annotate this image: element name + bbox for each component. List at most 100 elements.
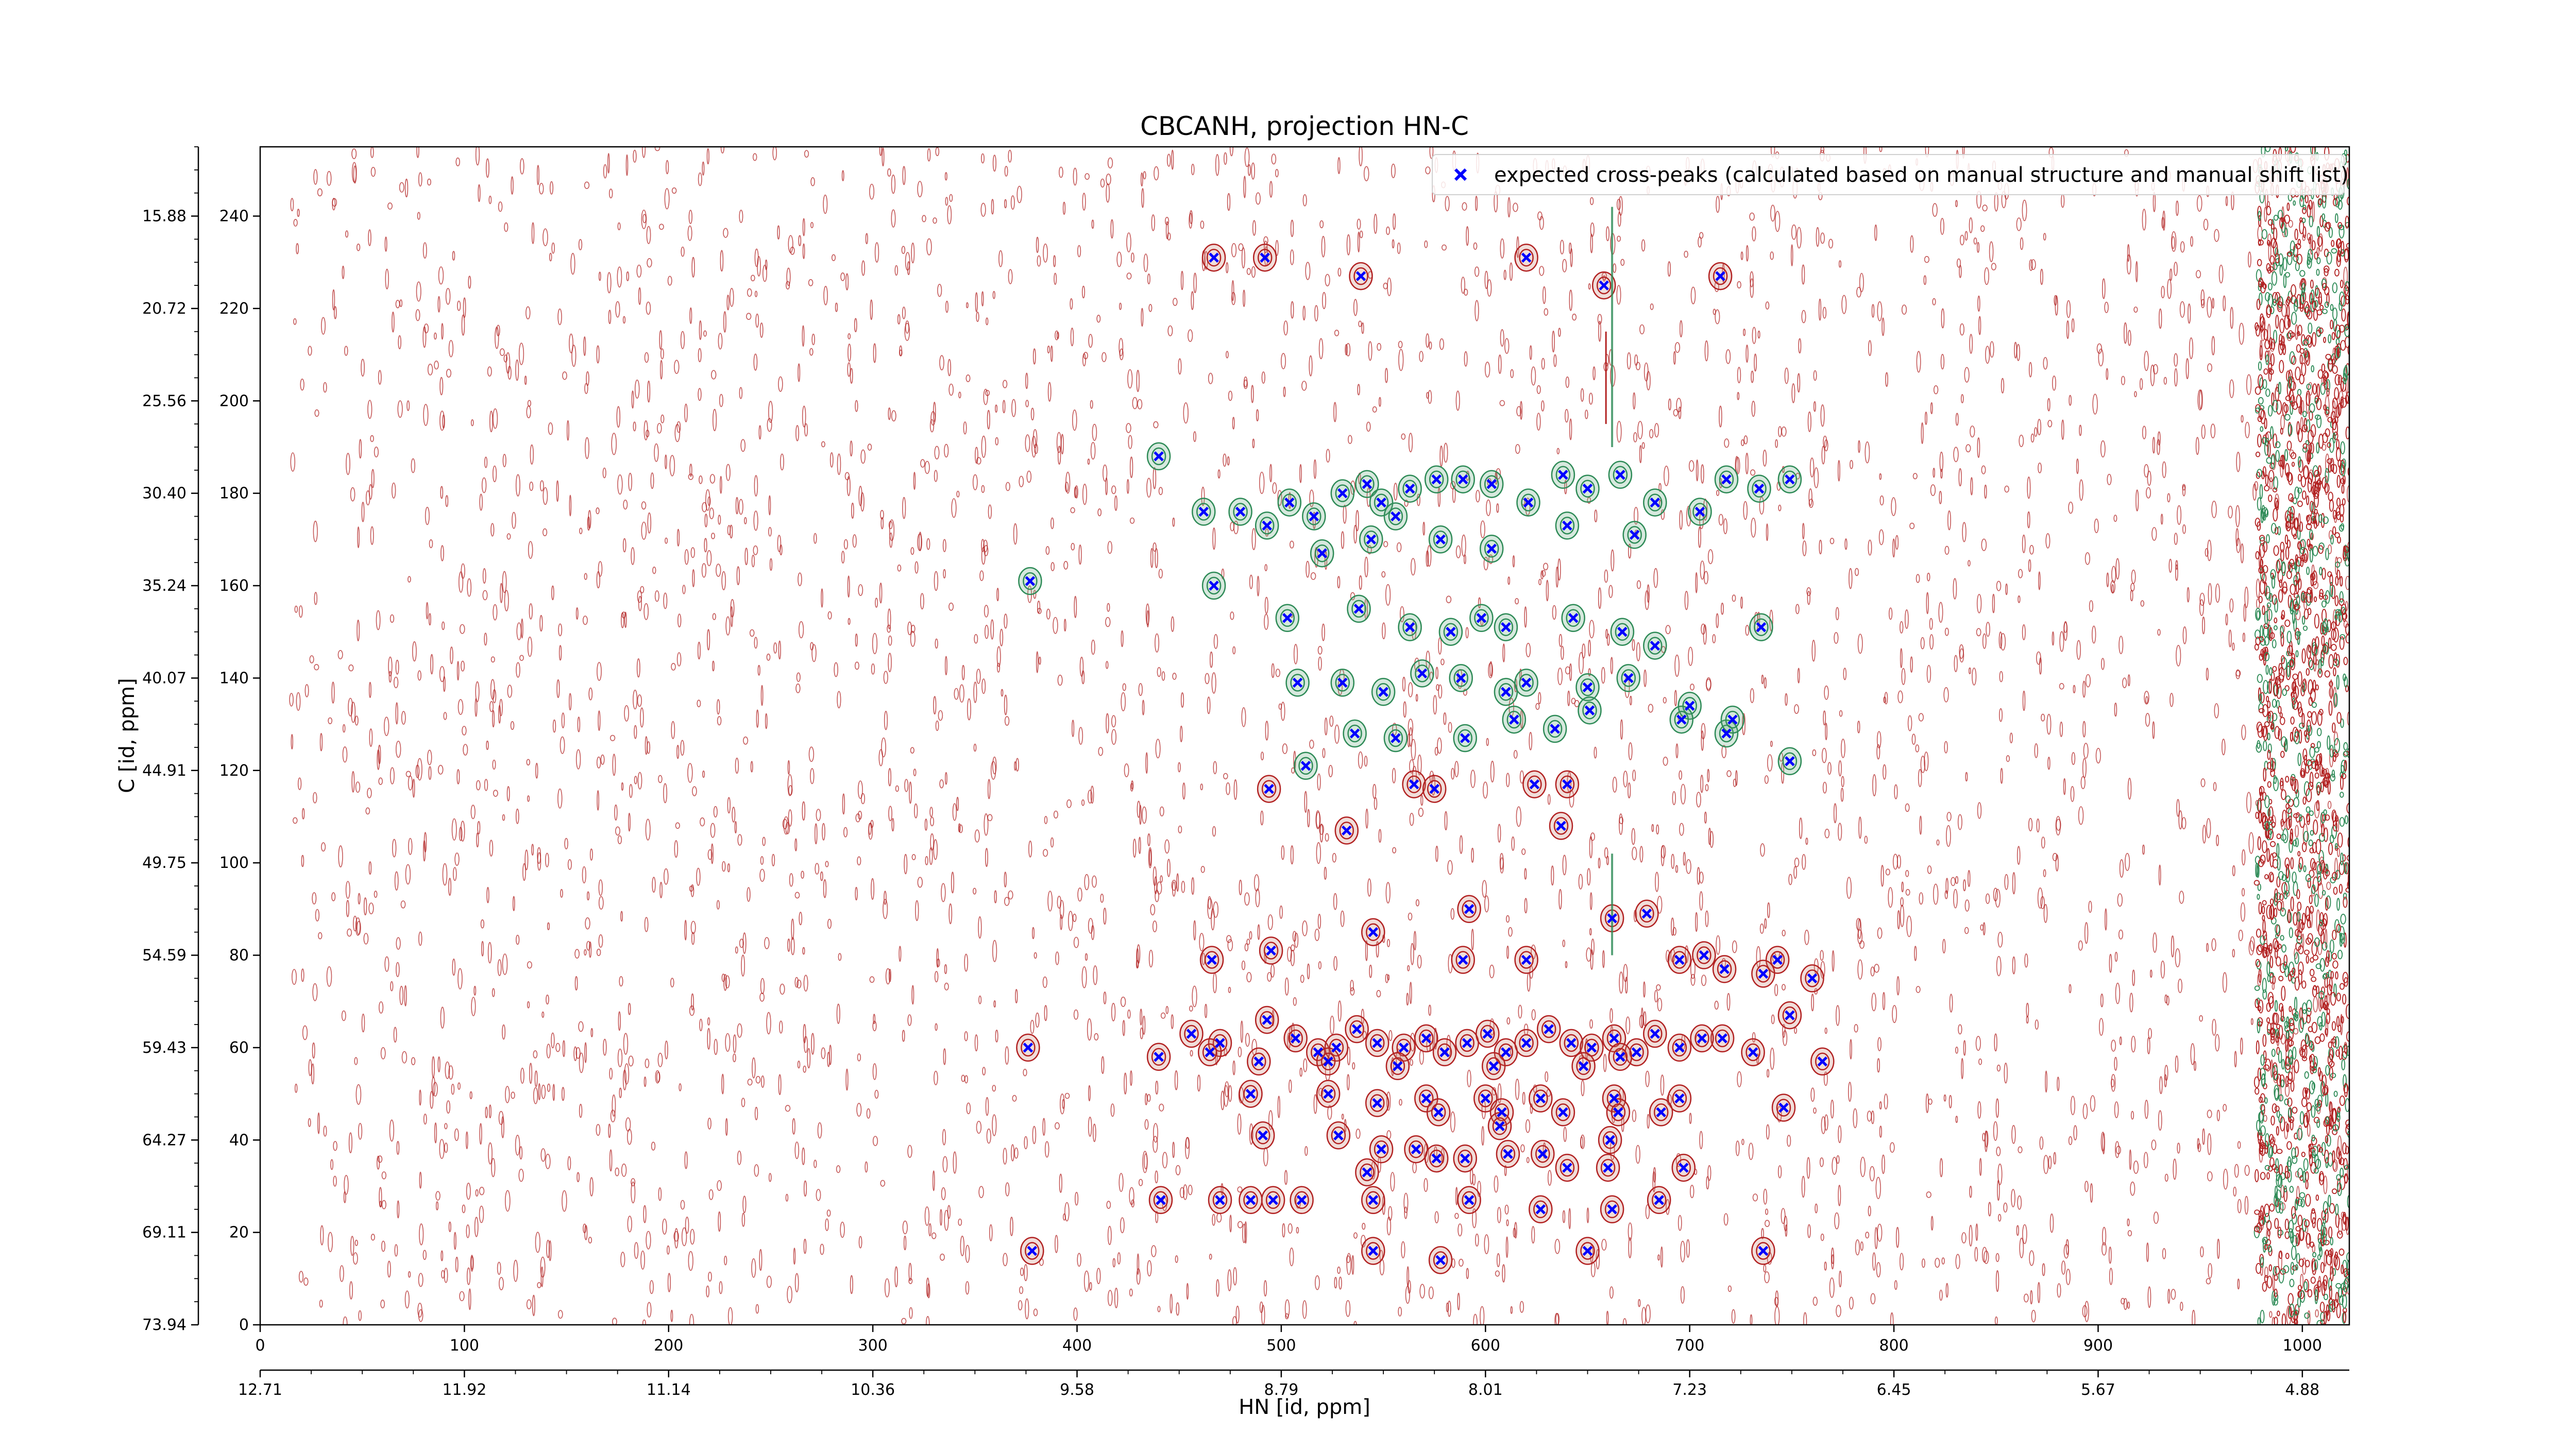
noise-contour-735: [1539, 266, 1545, 276]
noise-contour-1857: [794, 1273, 799, 1293]
noise-contour-1584: [1092, 423, 1097, 441]
noise-contour-1833: [1243, 289, 1246, 308]
noise-contour-1456: [1612, 776, 1617, 793]
noise-contour-474: [1213, 761, 1217, 775]
noise-contour-2752: [1365, 940, 1368, 961]
noise-contour-27: [1082, 193, 1086, 211]
noise-contour-2415: [1674, 342, 1681, 353]
noise-contour-2639: [2180, 241, 2185, 253]
noise-contour-2339: [2042, 1263, 2045, 1276]
noise-contour-651: [1978, 1059, 1982, 1065]
noise-contour-2122: [1654, 989, 1658, 1003]
noise-contour-2757: [2045, 1070, 2048, 1093]
noise-contour-1881: [1679, 510, 1683, 530]
noise-contour-1812: [1631, 828, 1636, 845]
noise-contour-2828: [1035, 1012, 1040, 1028]
noise-contour-1590: [887, 608, 891, 629]
noise-contour-1041: [1526, 643, 1531, 658]
noise-contour-2197: [1235, 1305, 1240, 1324]
noise-contour-1384: [697, 699, 701, 707]
noise-contour-2588: [529, 481, 534, 491]
noise-contour-3049: [2208, 583, 2212, 605]
noise-contour-2148: [1938, 602, 1943, 623]
noise-contour-805: [2037, 887, 2043, 909]
noise-contour-2570: [488, 1142, 493, 1165]
noise-contour-2512: [702, 770, 705, 778]
noise-contour-604: [1321, 623, 1325, 641]
noise-contour-1480: [1241, 707, 1246, 727]
noise-contour-1767: [524, 849, 529, 870]
noise-contour-2455: [1471, 929, 1474, 951]
noise-contour-3072: [902, 306, 906, 319]
noise-contour-2622: [548, 1240, 552, 1261]
noise-contour-1978: [2195, 270, 2201, 279]
noise-contour-2473: [490, 679, 495, 700]
noise-contour-734: [426, 602, 429, 620]
noise-contour-1648: [2147, 1286, 2151, 1308]
noise-contour-1924: [2027, 511, 2030, 528]
noise-contour-880: [2325, 929, 2328, 949]
noise-contour-1277: [1398, 340, 1403, 349]
noise-contour-755: [1423, 1178, 1428, 1192]
noise-contour-579: [1601, 667, 1605, 684]
noise-contour-1691: [1955, 876, 1959, 884]
noise-contour-2246: [987, 409, 990, 430]
noise-contour-2656: [549, 252, 552, 262]
noise-contour-694: [975, 292, 978, 313]
noise-contour-2163: [1839, 710, 1843, 717]
noise-contour-2893: [1251, 162, 1255, 180]
noise-contour-2981: [798, 621, 804, 639]
noise-contour-1548: [802, 1147, 805, 1166]
noise-contour-3074: [1882, 317, 1885, 336]
noise-contour-720: [560, 889, 563, 898]
noise-contour-426: [2310, 234, 2313, 255]
noise-contour-1188: [1386, 226, 1390, 235]
noise-contour-3063: [2043, 357, 2048, 370]
noise-contour-1221: [363, 897, 367, 916]
noise-contour-2997: [1849, 568, 1853, 589]
noise-contour-644: [1818, 298, 1822, 321]
noise-contour-2788: [2028, 559, 2031, 572]
noise-contour-105: [1175, 1165, 1181, 1175]
noise-contour-507: [1334, 330, 1340, 336]
noise-contour-2951: [1767, 754, 1773, 772]
noise-contour-464: [1268, 1110, 1273, 1130]
noise-contour-1552: [1594, 746, 1597, 759]
noise-contour-1864: [2041, 713, 2045, 722]
noise-contour-914: [634, 725, 637, 739]
noise-contour-3112: [1107, 157, 1113, 168]
noise-contour-7: [1588, 392, 1593, 405]
noise-contour-1656: [712, 408, 717, 432]
noise-contour-751: [848, 333, 851, 339]
noise-contour-523: [1216, 1279, 1219, 1297]
noise-contour-1209: [1402, 676, 1406, 692]
noise-contour-1506: [1648, 704, 1654, 713]
noise-contour-2643: [1269, 464, 1273, 483]
noise-contour-1863: [1045, 546, 1050, 555]
noise-contour-2157: [1391, 163, 1396, 178]
noise-contour-1351: [934, 470, 938, 482]
noise-contour-307: [298, 605, 303, 618]
noise-contour-1183: [368, 902, 374, 915]
noise-contour-2998: [1797, 373, 1801, 393]
noise-contour-82: [911, 242, 915, 264]
noise-contour-1681: [869, 183, 875, 200]
noise-contour-381: [1223, 152, 1227, 165]
noise-contour-25: [489, 701, 494, 712]
noise-contour-2227: [1003, 1253, 1008, 1267]
noise-contour-1108: [1207, 898, 1213, 919]
noise-contour-1988: [1626, 352, 1631, 370]
noise-contour-1258: [2149, 969, 2153, 978]
noise-contour-904: [308, 346, 312, 356]
noise-contour-1858: [1496, 1253, 1500, 1268]
noise-contour-576: [1700, 774, 1704, 793]
noise-contour-691: [1064, 1202, 1070, 1222]
noise-contour-132: [1750, 688, 1754, 704]
noise-contour-1868: [882, 147, 885, 167]
noise-contour-588: [735, 497, 739, 515]
noise-contour-2166: [983, 388, 988, 405]
noise-contour-1033: [1439, 338, 1444, 350]
noise-contour-2979: [1317, 914, 1321, 929]
noise-contour-2803: [1324, 717, 1328, 736]
noise-contour-325: [1802, 854, 1806, 870]
